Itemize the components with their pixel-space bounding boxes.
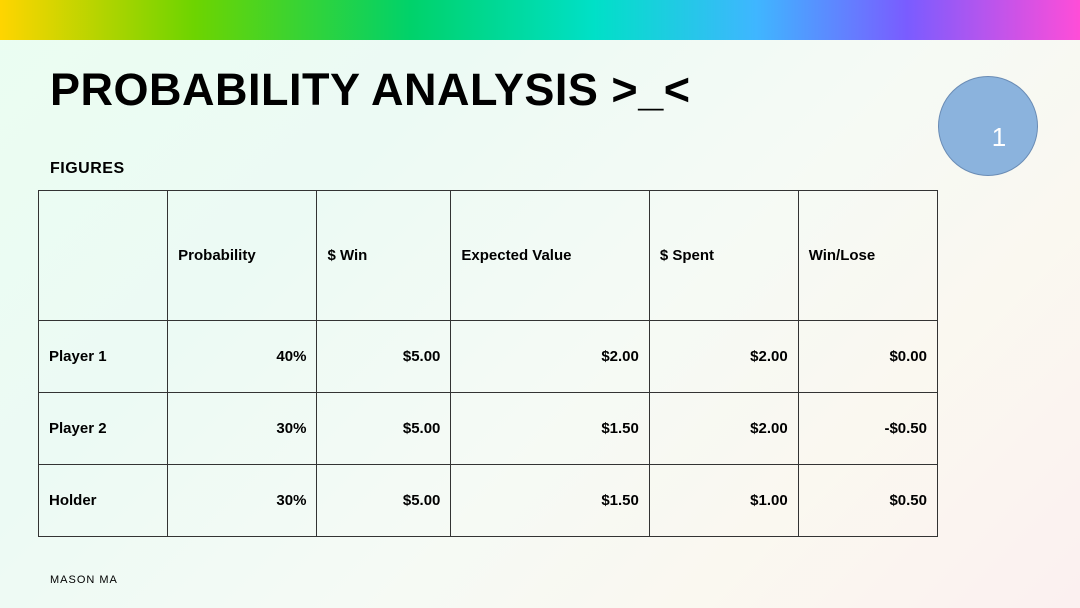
table-header-probability: Probability [168,191,317,321]
cell-expected-value: $1.50 [451,465,649,537]
figures-subheading: FIGURES [50,160,125,178]
page-number-badge: 1 [938,76,1038,176]
table-header-win: $ Win [317,191,451,321]
cell-expected-value: $2.00 [451,321,649,393]
table-row: Player 1 40% $5.00 $2.00 $2.00 $0.00 [39,321,938,393]
top-gradient-bar [0,0,1080,40]
table-header-row: Probability $ Win Expected Value $ Spent… [39,191,938,321]
row-label: Player 1 [39,321,168,393]
table-header-spent: $ Spent [649,191,798,321]
row-label: Holder [39,465,168,537]
cell-spent: $2.00 [649,321,798,393]
cell-spent: $1.00 [649,465,798,537]
cell-probability: 40% [168,321,317,393]
cell-winlose: $0.50 [798,465,937,537]
table-header-expected-value: Expected Value [451,191,649,321]
figures-table: Probability $ Win Expected Value $ Spent… [38,190,938,537]
cell-win: $5.00 [317,393,451,465]
table-header-winlose: Win/Lose [798,191,937,321]
table-header-blank [39,191,168,321]
cell-winlose: -$0.50 [798,393,937,465]
table-body: Player 1 40% $5.00 $2.00 $2.00 $0.00 Pla… [39,321,938,537]
footer-author: MASON MA [50,574,118,586]
page-number-badge-text: 1 [992,122,1006,153]
cell-spent: $2.00 [649,393,798,465]
cell-winlose: $0.00 [798,321,937,393]
table-row: Holder 30% $5.00 $1.50 $1.00 $0.50 [39,465,938,537]
page-title: PROBABILITY ANALYSIS >_< [50,64,691,116]
table-row: Player 2 30% $5.00 $1.50 $2.00 -$0.50 [39,393,938,465]
cell-win: $5.00 [317,321,451,393]
cell-probability: 30% [168,465,317,537]
cell-probability: 30% [168,393,317,465]
cell-win: $5.00 [317,465,451,537]
row-label: Player 2 [39,393,168,465]
cell-expected-value: $1.50 [451,393,649,465]
